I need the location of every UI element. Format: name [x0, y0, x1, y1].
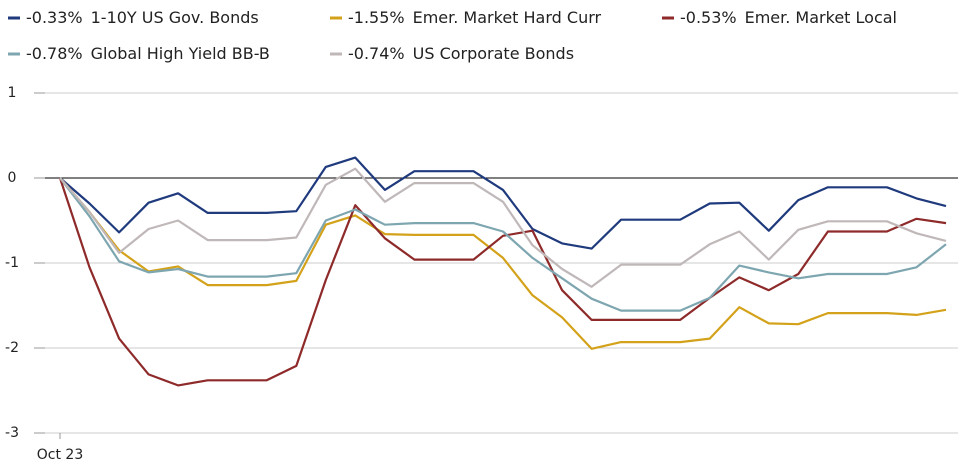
series-line [59, 177, 947, 312]
y-tick-label: -3 [5, 425, 19, 441]
legend-value: -0.74% [348, 44, 405, 63]
legend-value: -0.78% [26, 44, 83, 63]
series-line [59, 156, 947, 250]
legend-value: -0.33% [26, 8, 83, 27]
legend-name: Global High Yield BB-B [91, 44, 270, 63]
legend-name: Emer. Market Local [745, 8, 897, 27]
legend-entry: -1.55% Emer. Market Hard Curr [348, 8, 602, 27]
series-line [59, 177, 947, 350]
x-tick-label: Oct 23 [37, 447, 83, 463]
legend-entry: -0.53% Emer. Market Local [680, 8, 897, 27]
legend-entry: -0.78% Global High Yield BB-B [26, 44, 270, 63]
series-line [58, 177, 947, 387]
y-tick-label: -1 [5, 255, 19, 271]
legend-name: US Corporate Bonds [413, 44, 574, 63]
legend-name: 1-10Y US Gov. Bonds [91, 8, 259, 27]
series-line [59, 167, 947, 288]
legend-entry: -0.33% 1-10Y US Gov. Bonds [26, 8, 259, 27]
legend-entry: -0.74% US Corporate Bonds [348, 44, 574, 63]
y-tick-label: -2 [5, 340, 19, 356]
legend-value: -0.53% [680, 8, 737, 27]
legend-value: -1.55% [348, 8, 405, 27]
legend-name: Emer. Market Hard Curr [413, 8, 602, 27]
y-tick-label: 0 [8, 170, 17, 186]
y-tick-label: 1 [8, 85, 17, 101]
